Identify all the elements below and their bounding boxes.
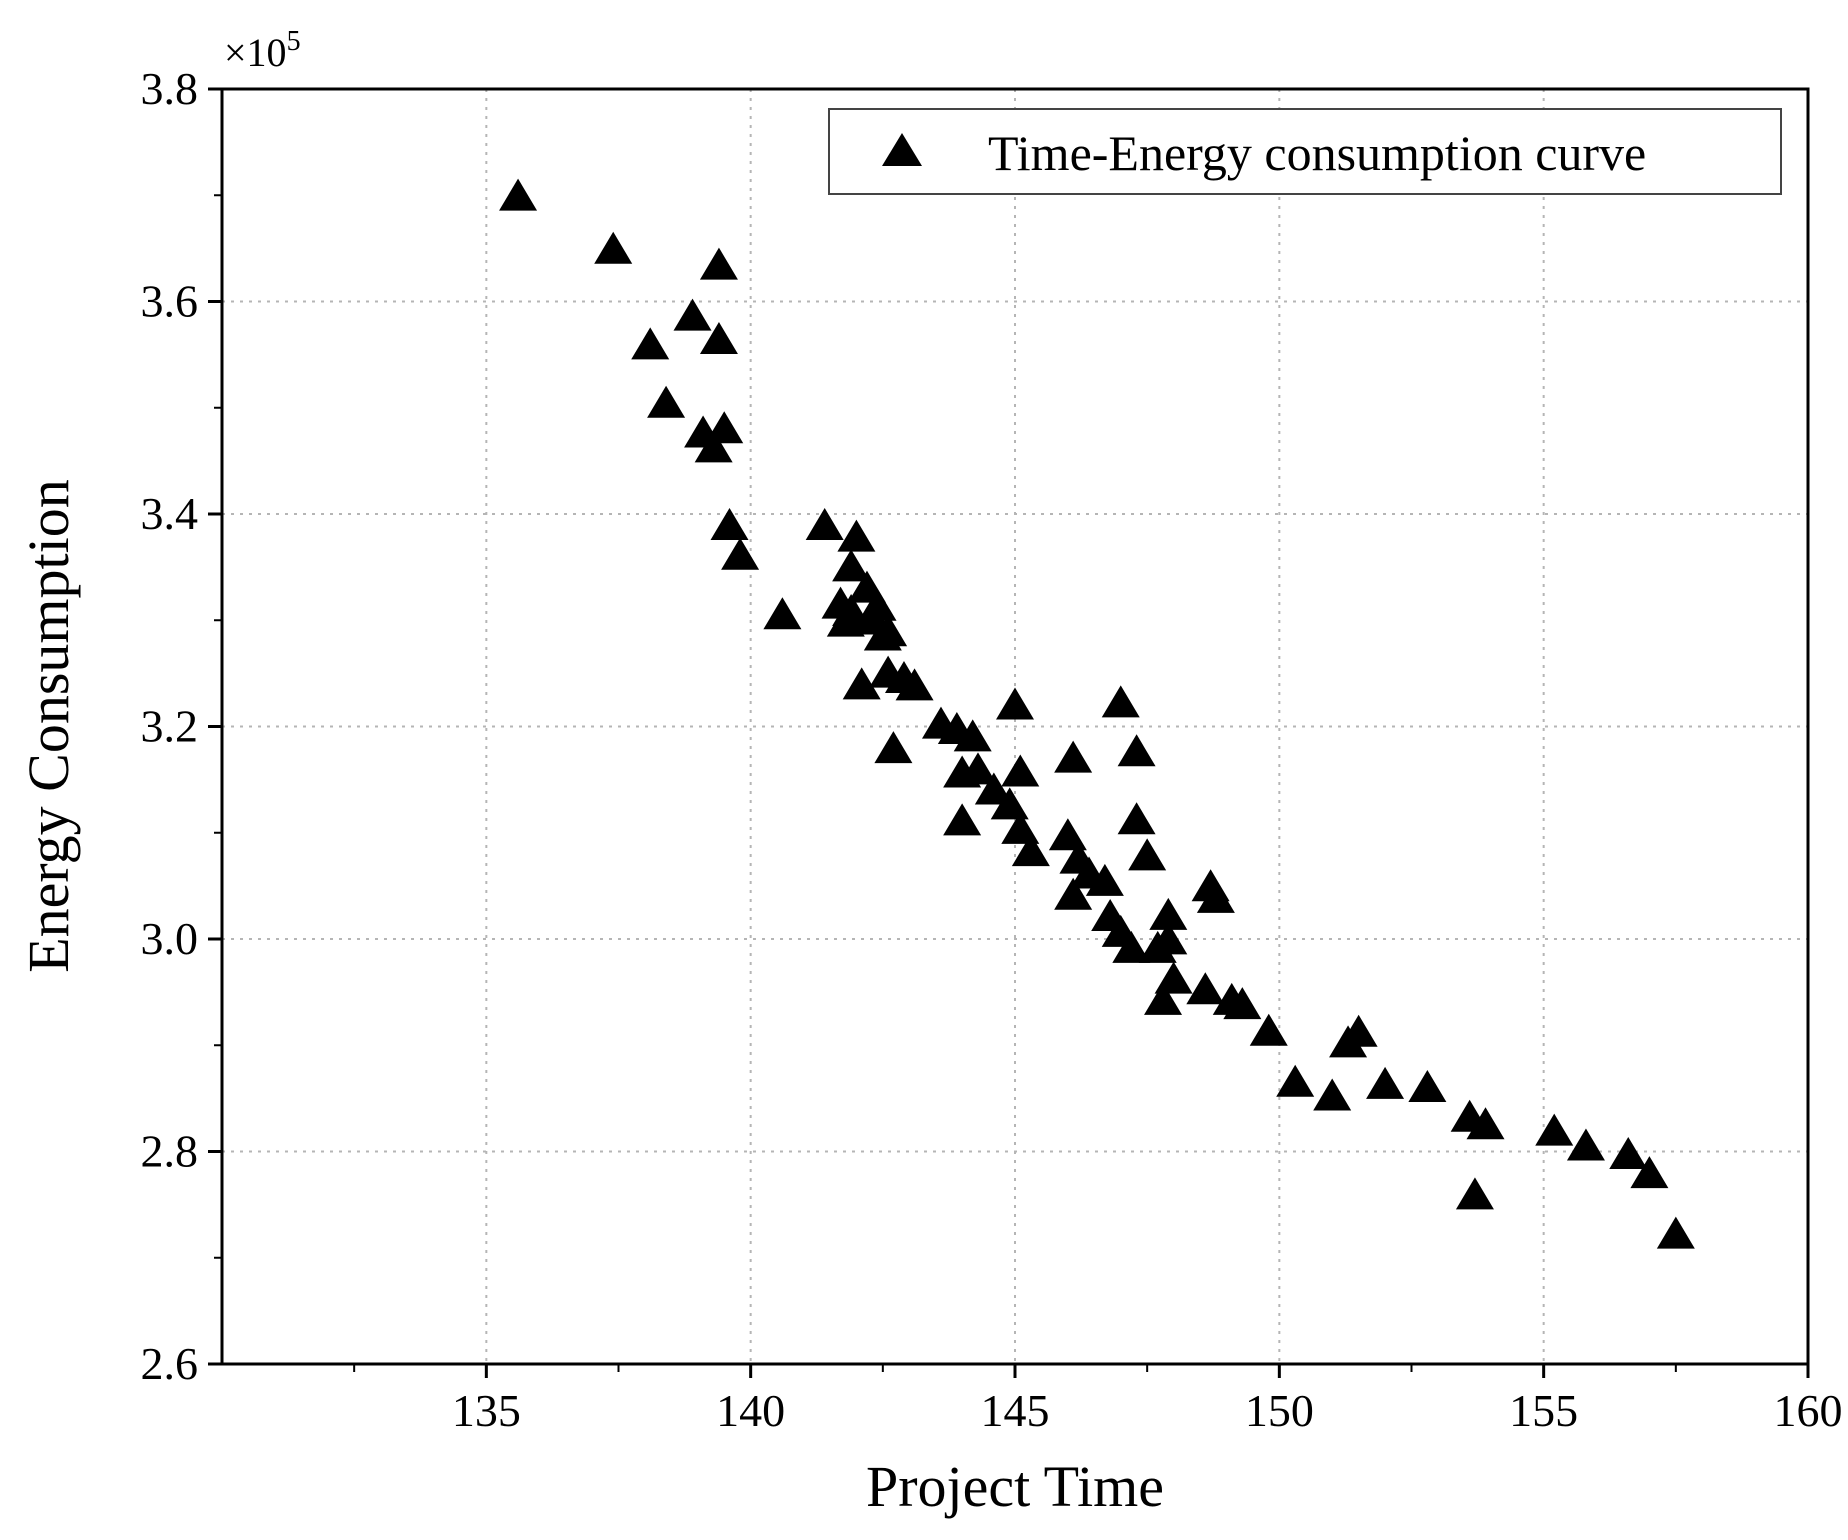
data-point-triangle <box>832 549 871 582</box>
data-point-triangle <box>1112 930 1151 963</box>
x-tick-label: 140 <box>716 1385 785 1436</box>
data-point-triangle <box>699 322 738 355</box>
data-point-triangle <box>1566 1128 1605 1161</box>
data-point-triangle <box>1466 1107 1505 1140</box>
data-point-triangle <box>1186 972 1225 1005</box>
y-tick-labels: 2.6 2.8 3.0 3.2 3.4 3.6 3.8 <box>141 63 199 1389</box>
x-tick-label: 160 <box>1774 1385 1843 1436</box>
data-point-triangle <box>1609 1136 1648 1169</box>
data-point-triangle <box>673 298 712 331</box>
y-tick-label: 2.8 <box>141 1126 199 1177</box>
y-multiplier-label: ×105 <box>224 26 301 75</box>
data-point-triangle <box>1085 863 1124 896</box>
data-point-triangle <box>1408 1070 1447 1103</box>
y-tick-label: 3.6 <box>141 276 199 327</box>
data-point-triangle <box>996 687 1034 720</box>
data-point-triangle <box>1101 685 1140 718</box>
data-point-triangle <box>1630 1156 1669 1189</box>
x-tick-label: 150 <box>1245 1385 1314 1436</box>
grid <box>222 89 1808 1364</box>
legend: Time-Energy consumption curve <box>828 108 1782 195</box>
data-point-triangle <box>1149 897 1188 930</box>
data-point-triangle <box>699 247 738 280</box>
data-points <box>499 178 1695 1249</box>
data-point-triangle <box>1144 982 1183 1015</box>
y-tick-label: 3.4 <box>141 488 199 539</box>
data-point-triangle <box>1128 838 1167 871</box>
data-point-triangle <box>1054 740 1093 773</box>
data-point-triangle <box>631 327 670 360</box>
data-point-triangle <box>953 719 992 752</box>
y-tick-label: 3.0 <box>141 913 199 964</box>
data-point-triangle <box>990 787 1029 820</box>
data-point-triangle <box>705 411 744 444</box>
data-point-triangle <box>1001 754 1040 787</box>
data-point-triangle <box>1455 1177 1494 1210</box>
data-point-triangle <box>805 507 844 540</box>
data-point-triangle <box>710 507 749 540</box>
data-point-triangle <box>1339 1014 1378 1047</box>
y-tick-label: 3.8 <box>141 63 199 114</box>
data-point-triangle <box>1656 1216 1695 1249</box>
data-point-triangle <box>594 231 633 264</box>
y-tick-label: 2.6 <box>141 1338 199 1389</box>
y-axis-title: Energy Consumption <box>16 479 81 973</box>
x-tick-label: 155 <box>1509 1385 1578 1436</box>
data-point-triangle <box>1117 802 1156 835</box>
data-point-triangle <box>858 588 897 621</box>
data-point-triangle <box>647 385 686 418</box>
legend-box <box>828 108 1782 195</box>
data-point-triangle <box>1001 811 1040 844</box>
y-tick-label: 3.2 <box>141 701 199 752</box>
data-point-triangle <box>1117 734 1156 767</box>
data-point-triangle <box>869 614 908 647</box>
data-point-triangle <box>1276 1064 1315 1097</box>
x-axis-title: Project Time <box>866 1454 1164 1519</box>
legend-entry-label: Time-Energy consumption curve <box>988 125 1646 181</box>
data-point-triangle <box>1535 1113 1574 1146</box>
data-point-triangle <box>694 430 733 463</box>
data-point-triangle <box>837 519 876 552</box>
data-point-triangle <box>958 752 997 785</box>
data-point-triangle <box>842 667 881 700</box>
data-point-triangle <box>1154 961 1193 994</box>
data-point-triangle <box>1223 987 1262 1020</box>
data-point-triangle <box>1048 818 1087 851</box>
data-point-triangle <box>974 772 1013 805</box>
data-point-triangle <box>1054 877 1093 910</box>
data-point-triangle <box>1149 922 1188 955</box>
data-point-triangle <box>1011 834 1050 867</box>
data-point-triangle <box>1366 1066 1405 1099</box>
data-point-triangle <box>499 178 538 211</box>
data-point-triangle <box>943 803 982 836</box>
data-point-triangle <box>1313 1078 1352 1111</box>
data-point-triangle <box>721 537 760 570</box>
x-tick-label: 145 <box>981 1385 1050 1436</box>
data-point-triangle <box>1249 1013 1288 1046</box>
axis-ticks <box>208 87 1810 1378</box>
x-tick-labels: 135 140 145 150 155 160 <box>452 1385 1843 1436</box>
data-point-triangle <box>763 597 802 630</box>
data-point-triangle <box>1196 880 1235 913</box>
legend-marker-triangle-icon <box>882 133 922 166</box>
data-point-triangle <box>895 668 934 701</box>
data-point-triangle <box>874 731 913 764</box>
x-tick-label: 135 <box>452 1385 521 1436</box>
